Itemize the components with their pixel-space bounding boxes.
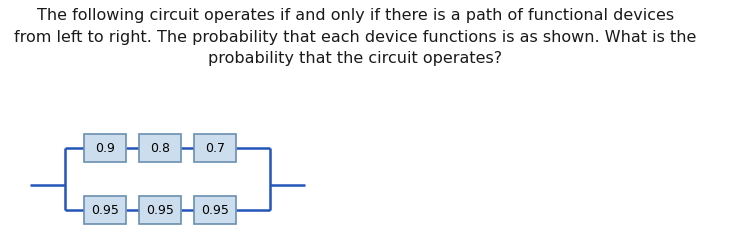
Bar — [84, 134, 126, 162]
Text: 0.7: 0.7 — [205, 141, 225, 154]
Text: 0.95: 0.95 — [201, 203, 229, 216]
Bar — [139, 196, 181, 224]
Bar — [84, 196, 126, 224]
Bar — [139, 134, 181, 162]
Text: 0.95: 0.95 — [91, 203, 119, 216]
Text: 0.9: 0.9 — [95, 141, 115, 154]
Text: The following circuit operates if and only if there is a path of functional devi: The following circuit operates if and on… — [14, 8, 696, 66]
Bar — [194, 134, 236, 162]
Bar — [194, 196, 236, 224]
Text: 0.95: 0.95 — [146, 203, 174, 216]
Text: 0.8: 0.8 — [150, 141, 170, 154]
